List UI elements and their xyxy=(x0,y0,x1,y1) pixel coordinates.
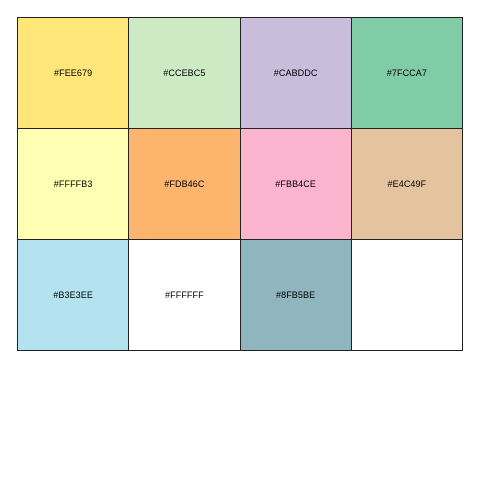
color-swatch: #7FCCA7 xyxy=(350,17,462,128)
swatch-label: #B3E3EE xyxy=(53,290,93,300)
color-swatch: #B3E3EE xyxy=(17,239,129,350)
swatch-label: #E4C49F xyxy=(387,179,427,189)
swatch-grid: #FEE679 #CCEBC5 #CABDDC #7FCCA7 #FFFFB3 #FDB4… xyxy=(17,17,463,351)
swatch-label: #CCEBC5 xyxy=(163,68,206,78)
swatch-label: #7FCCA7 xyxy=(386,68,427,78)
color-swatch xyxy=(350,239,462,350)
color-swatch: #FFFFFF xyxy=(128,239,240,350)
color-swatch: #8FB5BE xyxy=(239,239,351,350)
swatch-label: #FDB46C xyxy=(164,179,205,189)
color-swatch: #FBB4CE xyxy=(239,128,351,239)
swatch-label: #FEE679 xyxy=(54,68,93,78)
swatch-label: #8FB5BE xyxy=(276,290,316,300)
color-swatch: #CABDDC xyxy=(239,17,351,128)
swatch-label: #FFFFFF xyxy=(165,290,204,300)
color-swatch: #FEE679 xyxy=(17,17,129,128)
swatch-label: #FBB4CE xyxy=(275,179,316,189)
color-swatch: #CCEBC5 xyxy=(128,17,240,128)
swatch-label: #CABDDC xyxy=(273,68,318,78)
swatch-label: #FFFFB3 xyxy=(53,179,93,189)
color-swatch: #FFFFB3 xyxy=(17,128,129,239)
color-swatch: #FDB46C xyxy=(128,128,240,239)
color-swatch: #E4C49F xyxy=(350,128,462,239)
